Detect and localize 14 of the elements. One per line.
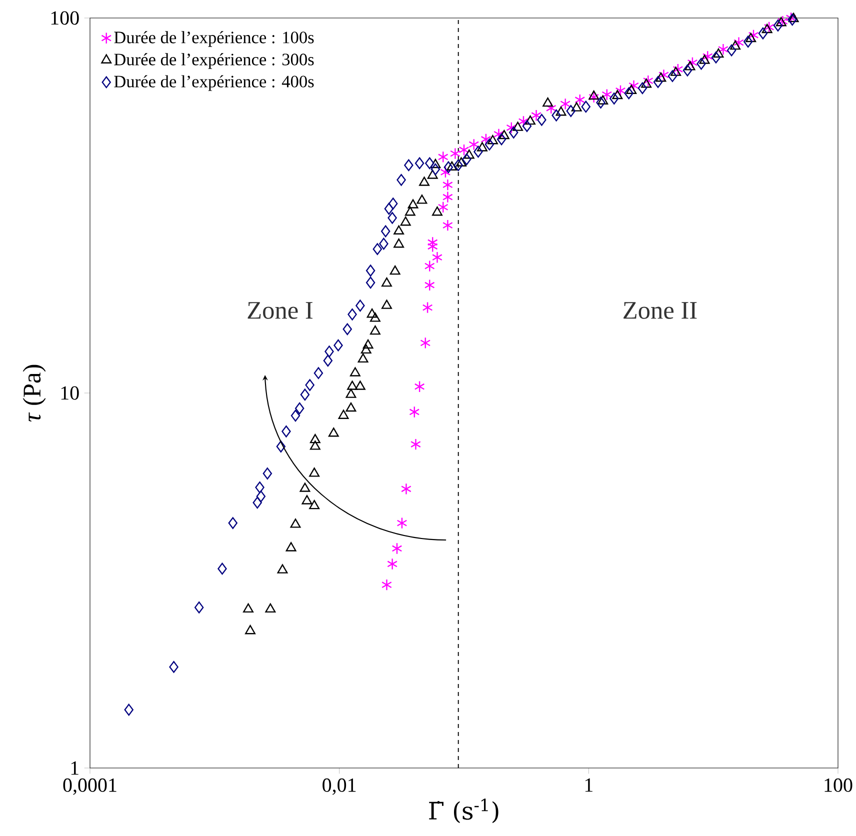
x-tick-label: 100 — [824, 778, 852, 792]
legend-label: Durée de l’expérience : 300s — [114, 53, 314, 69]
x-tick-label: 0,01 — [322, 778, 356, 795]
y-tick-label: 100 — [51, 11, 79, 25]
x-axis-title: Γ̇ (s$^{-1}$) — [429, 798, 498, 824]
y-axis-title: τ (Pa) — [22, 364, 46, 422]
annotation: Zone I — [248, 302, 312, 319]
y-tick-label: 1 — [71, 761, 78, 775]
legend-label: Durée de l’expérience : 100s — [114, 31, 314, 47]
y-tick-label: 10 — [61, 386, 79, 400]
annotation: Zone II — [624, 302, 697, 319]
legend-label: Durée de l’expérience : 400s — [114, 75, 314, 91]
x-tick-label: 0,0001 — [63, 778, 116, 795]
x-tick-label: 1 — [585, 778, 592, 792]
